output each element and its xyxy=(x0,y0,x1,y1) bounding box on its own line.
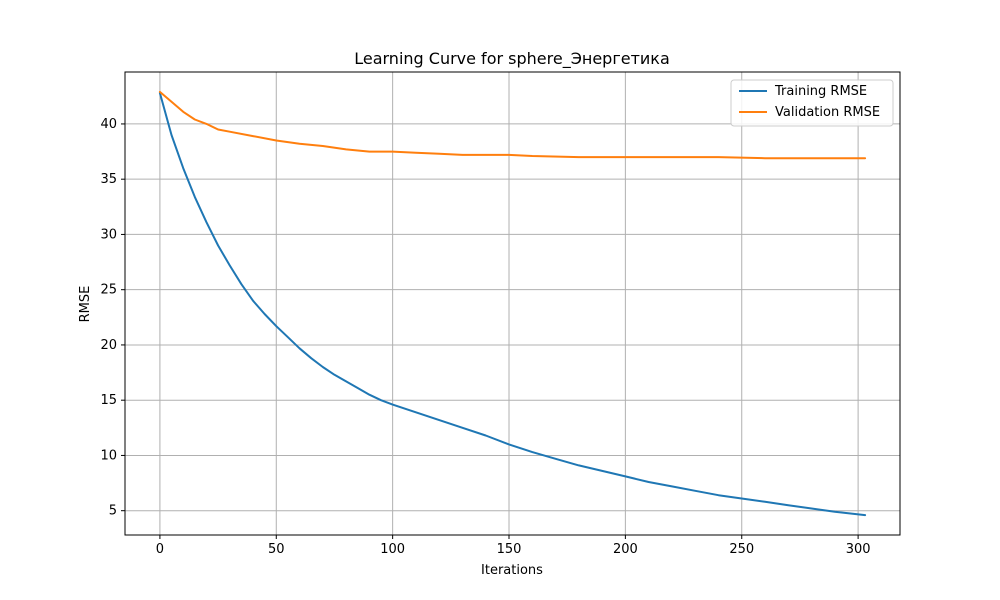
x-tick-label: 0 xyxy=(156,542,164,557)
series-line-validation xyxy=(158,90,867,160)
x-tick-label: 150 xyxy=(497,542,522,557)
y-tick-label: 40 xyxy=(100,117,117,132)
y-tick-label: 20 xyxy=(100,338,117,353)
y-tick-label: 30 xyxy=(100,227,117,242)
grid xyxy=(125,72,900,535)
x-tick-label: 250 xyxy=(729,542,754,557)
y-tick-label: 10 xyxy=(100,448,117,463)
plot-area-frame xyxy=(124,71,901,536)
series-line-training xyxy=(158,92,867,517)
legend-box xyxy=(730,79,894,127)
y-tick-label: 25 xyxy=(100,283,117,298)
x-tick-label: 100 xyxy=(380,542,405,557)
y-axis-title: RMSE xyxy=(78,286,93,323)
chart-title: Learning Curve for sphere_Энергетика xyxy=(354,49,670,69)
y-tick-label: 35 xyxy=(100,172,117,187)
y-tick-label: 15 xyxy=(100,393,117,408)
x-axis-title: Iterations xyxy=(481,563,543,578)
x-tick-label: 200 xyxy=(613,542,638,557)
legend-label-validation: Validation RMSE xyxy=(775,105,880,120)
x-tick-label: 300 xyxy=(846,542,871,557)
y-tick-label: 5 xyxy=(109,504,117,519)
legend-label-training: Training RMSE xyxy=(774,84,867,99)
x-tick-label: 50 xyxy=(268,542,285,557)
series-lines xyxy=(158,90,867,517)
axis-ticks: 0 50 100 150 200 250 300 5 10 15 20 25 30 35 40 xyxy=(100,117,870,557)
legend: Training RMSE Validation RMSE xyxy=(730,79,894,127)
